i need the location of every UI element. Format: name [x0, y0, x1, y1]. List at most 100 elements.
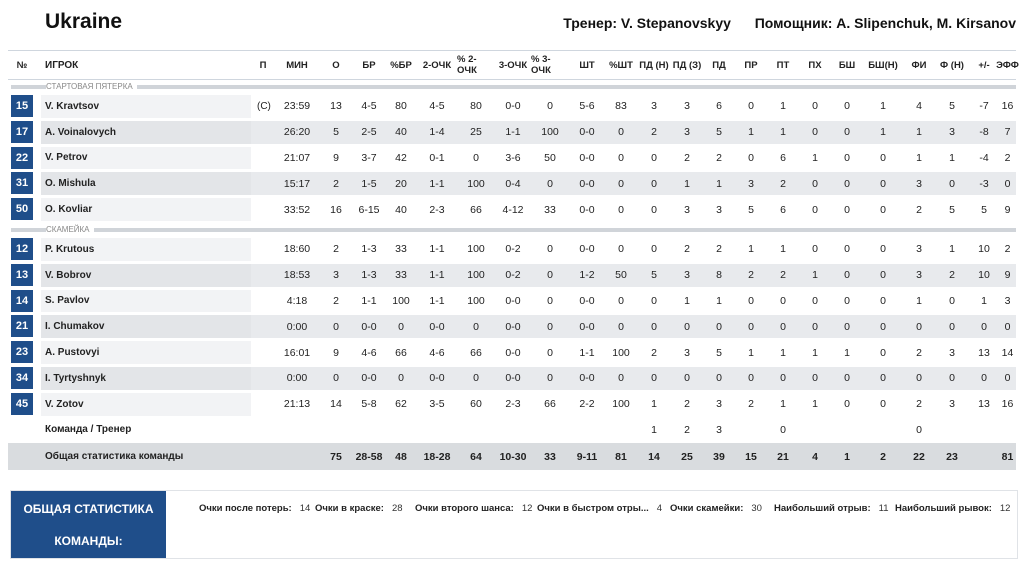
stat-cell: 5 — [716, 126, 722, 139]
stat-cell: 0 — [780, 294, 786, 307]
stat-cell: 0 — [812, 372, 818, 385]
header-cell: О — [332, 59, 340, 71]
stat-cell: 2 — [333, 294, 339, 307]
stat-cell: 1-1 — [361, 294, 377, 307]
stat-cell: 0 — [812, 243, 818, 256]
summary-stat-value: 28 — [391, 503, 403, 514]
player-row: 15 V. Kravtsov (C) 23:59 13 4-5 80 4-5 80 0-0 0 5-6… — [8, 94, 1016, 120]
stat-cell: 2 — [333, 177, 339, 190]
summary-stat-label: Очки после потерь: — [199, 503, 292, 514]
stat-cell: 0-2 — [505, 243, 521, 256]
player-name[interactable]: S. Pavlov — [45, 295, 90, 307]
name-background — [41, 263, 251, 287]
total-cell: 9-11 — [576, 450, 598, 463]
stat-cell: 6 — [716, 100, 722, 113]
stat-cell: 0 — [949, 294, 955, 307]
stat-cell: 0 — [844, 100, 850, 113]
stat-cell: 4-5 — [361, 100, 377, 113]
header-cell: % 3-ОЧК — [531, 54, 551, 76]
stat-cell — [353, 418, 385, 443]
total-cell: 14 — [648, 450, 660, 463]
player-name[interactable]: I. Tyrtyshnyk — [45, 372, 106, 384]
stat-cell: 3 — [949, 346, 955, 359]
stat-cell: 0 — [812, 320, 818, 333]
stat-cell: 0 — [547, 177, 553, 190]
starter-cell — [251, 120, 275, 145]
summary-title-line2: КОМАНДЫ: — [54, 534, 123, 548]
stat-cell: 0 — [398, 320, 404, 333]
stat-cell: 7 — [1004, 126, 1011, 139]
total-cell — [275, 443, 319, 470]
section-label: СТАРТОВАЯ ПЯТЕРКА — [46, 82, 137, 91]
player-name[interactable]: A. Voinalovych — [45, 126, 116, 138]
player-row: 17 A. Voinalovych 26:20 5 2-5 40 1-4 25 1-1 100 0-… — [8, 120, 1016, 146]
player-name[interactable]: I. Chumakov — [45, 321, 105, 333]
stat-cell: 1-1 — [429, 269, 445, 282]
stat-cell: 20 — [395, 177, 407, 190]
total-cell — [969, 443, 999, 470]
player-number-badge: 15 — [11, 95, 33, 117]
header-cell: ПД (Н) — [639, 59, 669, 71]
name-background — [41, 315, 251, 339]
stat-cell: 3-7 — [361, 151, 377, 164]
stat-cell: 100 — [541, 126, 559, 139]
starter-cell — [251, 237, 275, 262]
player-name[interactable]: V. Zotov — [45, 398, 84, 410]
stat-cell: 6-15 — [358, 203, 380, 216]
stat-cell: 25 — [470, 126, 482, 139]
stat-cell: 0 — [981, 372, 987, 385]
stat-cell: 0-0 — [579, 294, 595, 307]
header-cell: № — [16, 59, 28, 71]
player-name[interactable]: A. Pustovyi — [45, 347, 100, 359]
player-number-badge: 22 — [11, 146, 33, 169]
summary-stat-label: Очки скамейки: — [670, 503, 744, 514]
stat-cell: 0 — [880, 203, 886, 216]
stat-cell: 1 — [880, 126, 886, 139]
total-cell: 1 — [844, 450, 850, 463]
stat-cell: 18:60 — [283, 243, 311, 256]
total-cell: 25 — [681, 450, 693, 463]
stat-cell: 0 — [651, 372, 657, 385]
row-background — [251, 146, 1016, 170]
stat-cell: 1 — [748, 346, 754, 359]
name-background — [41, 418, 251, 442]
team-name: Ukraine — [45, 10, 123, 33]
player-number-badge: 17 — [11, 120, 33, 143]
player-name[interactable]: V. Bobrov — [45, 269, 92, 281]
player-name[interactable]: V. Kravtsov (C) — [45, 100, 271, 112]
stat-cell: 33 — [395, 269, 407, 282]
row-background — [251, 120, 1016, 144]
stat-cell — [831, 418, 863, 443]
stat-cell: 5 — [949, 203, 955, 216]
stat-cell: 2 — [780, 269, 786, 282]
stat-cell: 2 — [916, 398, 922, 411]
stat-cell: 5 — [748, 203, 754, 216]
stat-cell: 1-3 — [361, 269, 377, 282]
stat-cell: 33:52 — [283, 203, 311, 216]
stat-cell: 16 — [1001, 398, 1014, 411]
player-name[interactable]: O. Mishula — [45, 178, 96, 190]
summary-stat-label: Наибольший рывок: — [895, 503, 992, 514]
stat-cell: 66 — [544, 398, 556, 411]
stat-cell: 1 — [916, 294, 922, 307]
stat-cell: 0-0 — [361, 320, 377, 333]
stat-cell: 1-1 — [579, 346, 595, 359]
player-name[interactable]: O. Kovliar — [45, 204, 93, 216]
stat-cell: 66 — [470, 346, 482, 359]
stat-cell: 1 — [812, 151, 818, 164]
stat-cell: 0 — [748, 372, 754, 385]
stat-cell: 1 — [812, 269, 818, 282]
row-background — [251, 172, 1016, 196]
player-name[interactable]: V. Petrov — [45, 152, 88, 164]
player-name[interactable]: P. Krutous — [45, 243, 95, 255]
stat-cell: 1 — [844, 346, 850, 359]
stat-cell: 2 — [780, 177, 786, 190]
stat-cell: 1-3 — [361, 243, 377, 256]
team-summary-panel: ОБЩАЯ СТАТИСТИКА КОМАНДЫ: Очки после пот… — [10, 490, 1018, 559]
stat-cell: 1 — [780, 243, 786, 256]
total-cell: 39 — [713, 450, 725, 463]
stat-cell: 1 — [949, 151, 955, 164]
total-cell: 23 — [946, 450, 958, 463]
stat-cell: 4-6 — [429, 346, 445, 359]
stat-cell: 0 — [618, 243, 624, 256]
